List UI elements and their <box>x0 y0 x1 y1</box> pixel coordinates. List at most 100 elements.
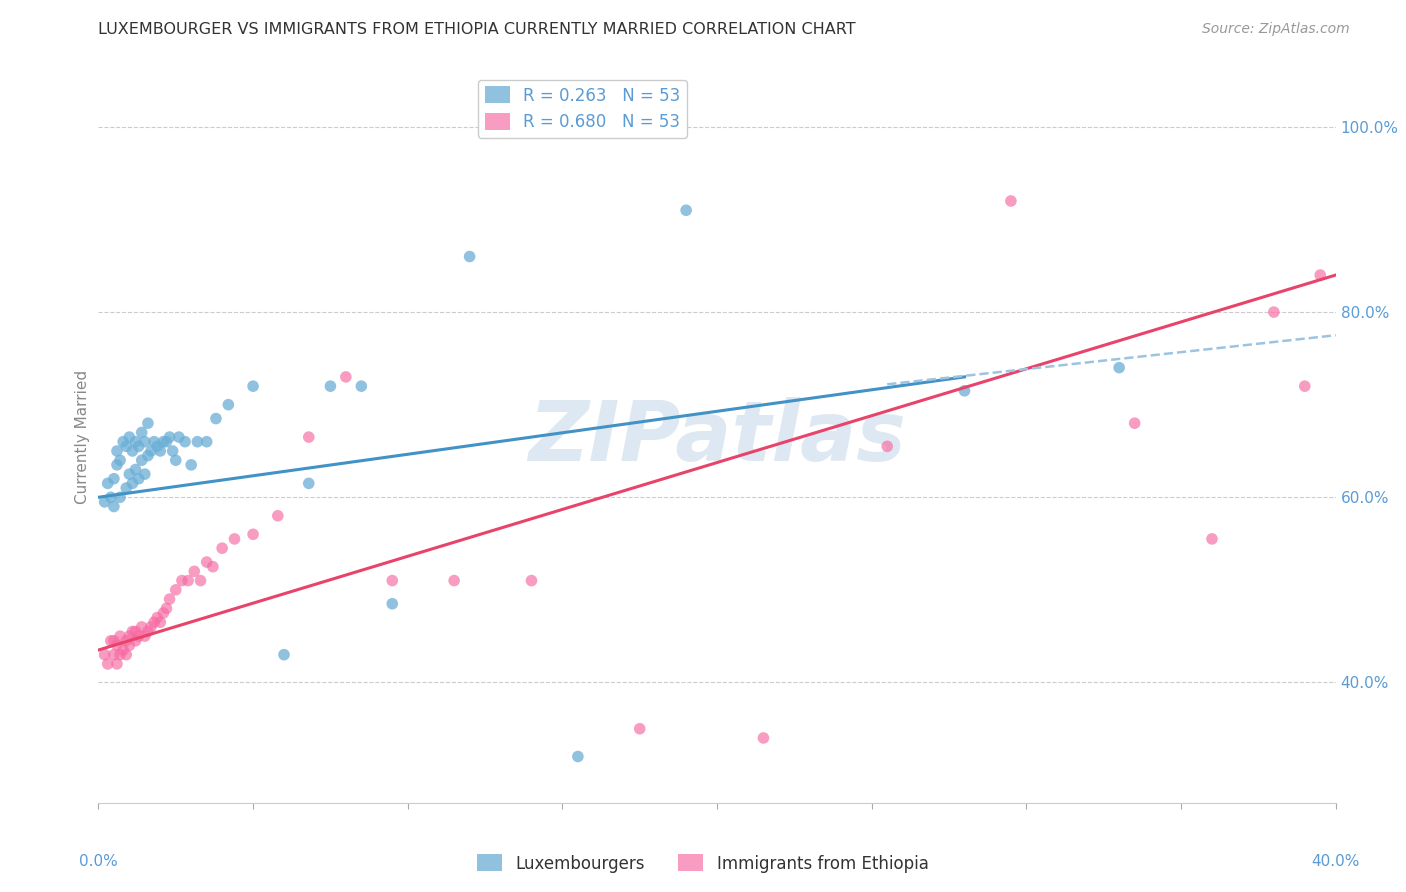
Point <box>115 481 138 495</box>
Point <box>1263 305 1285 319</box>
Point <box>159 592 181 607</box>
Point <box>1123 416 1146 430</box>
Point <box>224 532 246 546</box>
Point <box>115 633 138 648</box>
Point <box>174 434 197 449</box>
Point <box>1000 194 1022 208</box>
Text: 0.0%: 0.0% <box>79 854 118 869</box>
Point <box>108 453 131 467</box>
Point <box>124 434 146 449</box>
Text: ZIPatlas: ZIPatlas <box>529 397 905 477</box>
Point <box>195 555 218 569</box>
Point <box>118 430 141 444</box>
Point <box>108 629 131 643</box>
Point <box>136 449 159 463</box>
Point <box>152 606 174 620</box>
Text: 40.0%: 40.0% <box>1312 854 1360 869</box>
Point <box>458 250 481 264</box>
Point <box>242 379 264 393</box>
Point <box>211 541 233 556</box>
Point <box>103 500 125 514</box>
Point <box>155 434 177 449</box>
Point <box>567 749 589 764</box>
Point <box>103 472 125 486</box>
Point <box>112 643 135 657</box>
Point <box>165 453 187 467</box>
Point <box>155 601 177 615</box>
Point <box>177 574 200 588</box>
Point <box>124 624 146 639</box>
Point <box>162 444 184 458</box>
Point <box>628 722 651 736</box>
Point <box>118 639 141 653</box>
Point <box>131 453 153 467</box>
Point <box>128 629 150 643</box>
Point <box>134 629 156 643</box>
Point <box>165 582 187 597</box>
Point <box>350 379 373 393</box>
Point <box>143 615 166 630</box>
Point <box>146 439 169 453</box>
Point <box>103 648 125 662</box>
Point <box>121 624 143 639</box>
Point <box>876 439 898 453</box>
Point <box>121 444 143 458</box>
Point <box>267 508 290 523</box>
Text: LUXEMBOURGER VS IMMIGRANTS FROM ETHIOPIA CURRENTLY MARRIED CORRELATION CHART: LUXEMBOURGER VS IMMIGRANTS FROM ETHIOPIA… <box>98 22 856 37</box>
Point <box>752 731 775 745</box>
Point <box>186 434 208 449</box>
Point <box>242 527 264 541</box>
Point <box>136 416 159 430</box>
Point <box>149 615 172 630</box>
Point <box>381 574 404 588</box>
Point <box>146 610 169 624</box>
Point <box>443 574 465 588</box>
Point <box>298 476 321 491</box>
Point <box>108 490 131 504</box>
Point <box>149 444 172 458</box>
Point <box>139 444 162 458</box>
Point <box>190 574 212 588</box>
Point <box>121 476 143 491</box>
Point <box>319 379 342 393</box>
Point <box>105 444 128 458</box>
Point <box>115 648 138 662</box>
Point <box>112 434 135 449</box>
Point <box>170 574 193 588</box>
Point <box>217 398 239 412</box>
Point <box>124 633 146 648</box>
Point <box>675 203 697 218</box>
Point <box>103 633 125 648</box>
Point <box>100 490 122 504</box>
Point <box>152 434 174 449</box>
Point <box>134 467 156 482</box>
Point <box>381 597 404 611</box>
Point <box>298 430 321 444</box>
Point <box>105 657 128 671</box>
Point <box>97 657 120 671</box>
Point <box>93 495 115 509</box>
Y-axis label: Currently Married: Currently Married <box>75 370 90 504</box>
Point <box>1108 360 1130 375</box>
Legend: Luxembourgers, Immigrants from Ethiopia: Luxembourgers, Immigrants from Ethiopia <box>471 847 935 880</box>
Point <box>124 462 146 476</box>
Point <box>183 565 205 579</box>
Point <box>1201 532 1223 546</box>
Point <box>205 411 228 425</box>
Point <box>159 430 181 444</box>
Point <box>195 434 218 449</box>
Legend: R = 0.263   N = 53, R = 0.680   N = 53: R = 0.263 N = 53, R = 0.680 N = 53 <box>478 79 688 137</box>
Point <box>136 624 159 639</box>
Point <box>180 458 202 472</box>
Point <box>105 639 128 653</box>
Point <box>520 574 543 588</box>
Point <box>143 434 166 449</box>
Point <box>97 476 120 491</box>
Point <box>139 620 162 634</box>
Point <box>128 439 150 453</box>
Point <box>1294 379 1316 393</box>
Point <box>131 425 153 440</box>
Text: Source: ZipAtlas.com: Source: ZipAtlas.com <box>1202 22 1350 37</box>
Point <box>1309 268 1331 282</box>
Point <box>105 458 128 472</box>
